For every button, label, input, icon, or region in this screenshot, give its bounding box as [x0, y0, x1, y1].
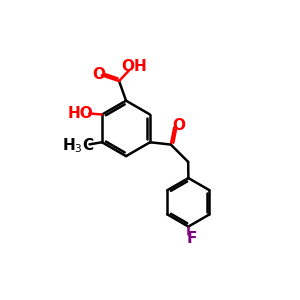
Text: O: O	[92, 67, 106, 82]
Text: O: O	[172, 118, 185, 133]
Text: F: F	[187, 231, 197, 246]
Text: H$_3$C: H$_3$C	[62, 136, 94, 155]
Text: HO: HO	[68, 106, 93, 121]
Text: OH: OH	[121, 59, 147, 74]
